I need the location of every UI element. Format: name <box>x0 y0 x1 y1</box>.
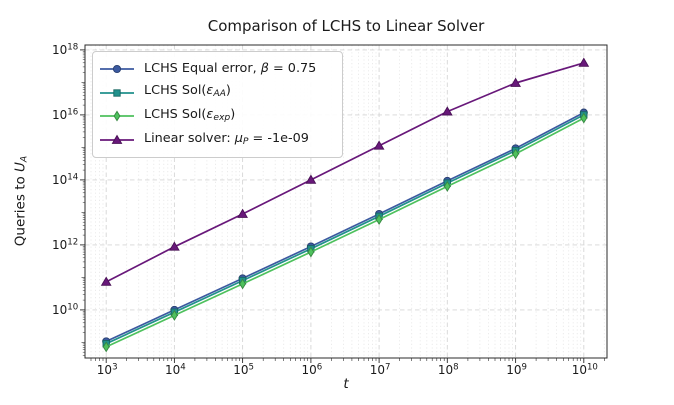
y-axis-label: Queries to UA <box>12 155 30 247</box>
square-marker-sample-icon <box>100 88 134 97</box>
svg-text:1012: 1012 <box>52 238 78 253</box>
legend: LCHS Equal error, β = 0.75 LCHS Sol(εAA) L… <box>92 51 343 158</box>
svg-text:106: 106 <box>302 362 323 377</box>
svg-text:104: 104 <box>165 362 186 377</box>
svg-text:1016: 1016 <box>52 108 78 123</box>
x-axis-label: t <box>343 376 349 392</box>
x-tick-labels: 103 104 105 106 107 108 109 1010 <box>97 362 598 377</box>
svg-text:107: 107 <box>370 362 391 377</box>
legend-label: LCHS Sol(εAA) <box>144 83 231 100</box>
legend-label: LCHS Equal error, β = 0.75 <box>144 60 317 76</box>
svg-text:1018: 1018 <box>52 43 78 58</box>
series-linear-solver-p-1e-09 <box>100 57 590 286</box>
legend-item-0: LCHS Equal error, β = 0.75 <box>98 58 334 80</box>
legend-label: Linear solver: μP = -1e-09 <box>144 130 309 147</box>
svg-text:1010: 1010 <box>52 303 78 318</box>
svg-text:1014: 1014 <box>52 173 78 188</box>
y-tick-labels: 1010 1012 1014 1016 1018 <box>52 43 78 318</box>
triangle-marker-sample-icon <box>100 134 134 144</box>
legend-item-2: LCHS Sol(εexp) <box>98 105 334 127</box>
legend-item-3: Linear solver: μP = -1e-09 <box>98 129 334 151</box>
svg-text:109: 109 <box>506 362 527 377</box>
series-lchs-sol-exp <box>102 112 588 353</box>
diamond-marker-sample-icon <box>100 110 134 122</box>
circle-marker-sample-icon <box>100 64 134 73</box>
svg-text:1010: 1010 <box>572 362 598 377</box>
legend-item-1: LCHS Sol(εAA) <box>98 82 334 104</box>
legend-label: LCHS Sol(εexp) <box>144 106 236 123</box>
plot-spines <box>84 44 608 359</box>
axis-ticks <box>80 49 605 363</box>
svg-text:105: 105 <box>233 362 254 377</box>
svg-text:103: 103 <box>97 362 118 377</box>
chart-title: Comparison of LCHS to Linear Solver <box>207 17 485 35</box>
svg-text:108: 108 <box>438 362 459 377</box>
